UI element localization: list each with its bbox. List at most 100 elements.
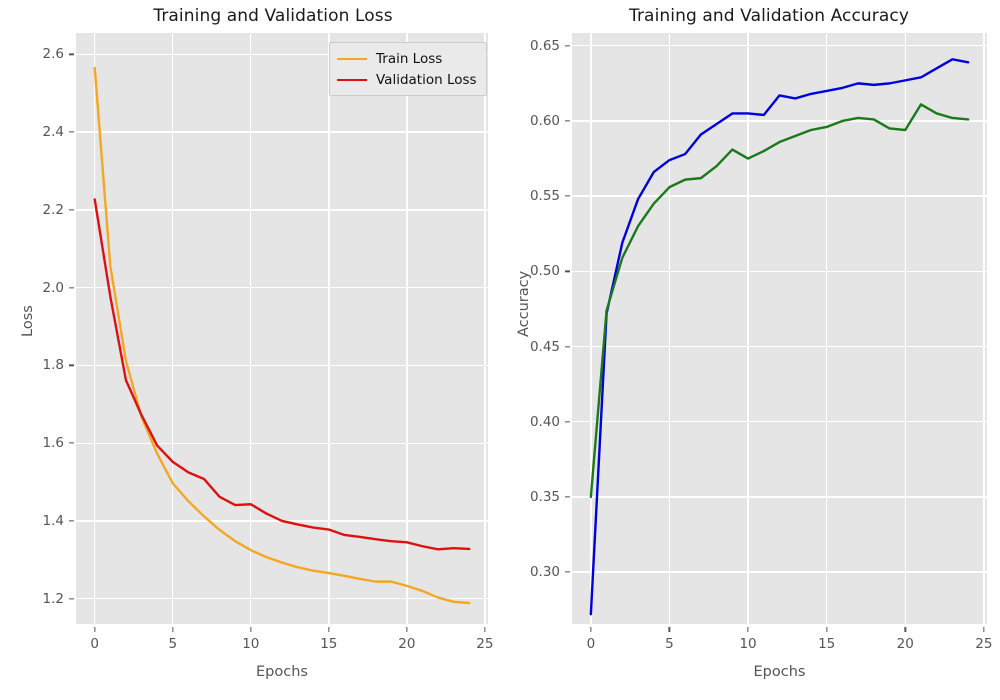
x-tick-label: 10 [739,636,757,652]
accuracy-y-axis-label: Accuracy [516,270,532,337]
y-tick-mark [565,195,570,197]
x-tick-label: 15 [320,636,338,652]
gridline-vertical [172,33,174,624]
x-tick-mark [406,627,408,632]
gridline-horizontal [76,209,488,211]
series-line-train-loss [93,66,471,605]
gridline-horizontal [572,421,987,423]
x-tick-label: 5 [168,636,178,652]
y-tick-mark [69,598,74,600]
x-tick-label: 5 [665,636,674,652]
loss-x-axis-label: Epochs [256,664,308,680]
y-tick-label: 0.65 [529,37,560,54]
y-tick-label: 1.6 [42,435,64,452]
legend-swatch-train-loss [337,57,367,60]
gridline-vertical [406,33,408,624]
y-tick-mark [69,442,74,444]
y-tick-mark [69,131,74,133]
y-tick-label: 0.45 [529,338,560,355]
gridline-horizontal [572,571,987,573]
y-tick-mark [69,364,74,367]
y-tick-mark [565,345,570,348]
series-line-validation-accuracy [589,103,970,499]
y-tick-label: 2.0 [42,279,64,296]
gridline-horizontal [76,364,488,367]
accuracy-curves [589,58,970,616]
y-tick-mark [565,421,570,423]
loss-chart-panel: Training and Validation Loss 1.2 1.4 1.6 1.… [20,6,494,680]
y-tick-label: 2.2 [42,201,64,218]
y-tick-label: 2.4 [42,124,64,141]
x-tick-mark [590,627,592,632]
x-tick-mark [747,627,749,632]
y-tick-mark [69,520,74,522]
x-tick-mark [983,627,985,632]
loss-curves [93,66,471,605]
x-tick-label: 10 [242,636,260,652]
legend-label-train-loss: Train Loss [376,50,443,67]
gridline-horizontal [572,496,987,498]
y-tick-label: 1.2 [42,590,64,607]
gridline-horizontal [572,345,987,348]
gridline-horizontal [76,131,488,133]
gridline-vertical [250,33,252,624]
loss-legend: Train Loss Validation Loss [329,42,487,96]
x-tick-mark [668,627,671,632]
x-tick-label: 0 [586,636,596,652]
x-tick-label: 25 [975,636,993,652]
gridline-vertical [484,33,486,624]
gridline-vertical [94,33,96,624]
accuracy-chart-title: Training and Validation Accuracy [628,6,910,26]
gridline-horizontal [76,442,488,444]
y-tick-label: 0.60 [529,112,560,129]
series-line-train-accuracy [589,58,970,616]
y-tick-mark [565,270,570,272]
gridline-vertical [983,33,985,624]
x-tick-label: 15 [818,636,836,652]
gridline-horizontal [572,120,987,122]
legend-swatch-validation-loss [337,78,367,81]
series-line-validation-loss [93,198,471,551]
gridline-vertical [328,33,330,624]
accuracy-chart-panel: Training and Validation Accuracy 0.30 0.3… [500,0,1000,700]
gridline-vertical [747,33,749,624]
y-tick-label: 1.4 [42,512,64,529]
y-tick-mark [565,45,570,47]
y-tick-mark [69,209,74,211]
loss-plot-area [76,33,488,624]
y-tick-mark [69,287,74,289]
x-tick-mark [826,627,828,632]
gridline-horizontal [76,53,488,56]
gridline-horizontal [572,45,987,47]
y-tick-mark [565,571,570,573]
y-tick-label: 0.55 [529,188,560,205]
x-tick-label: 25 [476,636,494,652]
gridline-vertical [904,33,906,624]
accuracy-plot-area [572,33,987,624]
accuracy-x-axis-label: Epochs [753,664,806,680]
loss-chart-title: Training and Validation Loss [153,6,393,26]
gridline-horizontal [76,286,488,289]
x-tick-label: 0 [90,636,100,652]
gridline-vertical [590,33,592,624]
legend-label-validation-loss: Validation Loss [376,71,477,88]
y-tick-label: 1.8 [42,357,64,374]
x-tick-label: 20 [896,636,914,652]
y-tick-label: 0.50 [529,263,560,280]
x-tick-mark [904,627,906,632]
x-tick-mark [484,627,486,632]
gridline-horizontal [76,598,488,600]
x-tick-mark [328,627,330,632]
legend-item-validation-loss[interactable]: Validation Loss [337,69,477,90]
x-tick-mark [94,627,96,632]
legend-item-train-loss[interactable]: Train Loss [337,48,477,69]
y-tick-label: 0.40 [529,413,560,430]
y-tick-label: 2.6 [42,46,64,63]
gridline-horizontal [572,270,987,273]
gridline-vertical [668,33,671,624]
x-tick-mark [250,627,252,632]
y-tick-mark [565,496,570,498]
loss-y-axis-label: Loss [20,304,36,337]
y-tick-mark [69,53,74,56]
